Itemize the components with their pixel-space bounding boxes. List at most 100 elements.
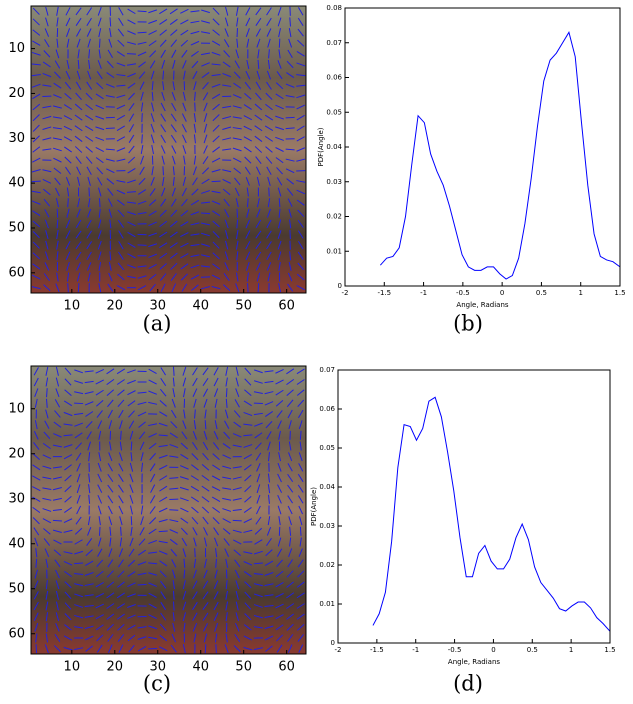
quiver-arrow [64,570,72,578]
quiver-arrow [170,198,177,207]
quiver-arrow [151,166,154,176]
quiver-arrow [107,198,113,207]
quiver-arrow [245,7,251,16]
quiver-arrow [117,389,125,396]
quiver-arrow [222,465,232,470]
quiver-arrow [54,633,61,643]
quiver-arrow [192,601,198,611]
quiver-arrow [149,517,157,525]
quiver-arrow [86,251,92,260]
quiver-arrow [213,367,219,376]
quiver-arrow [138,61,146,68]
quiver-arrow [35,548,38,558]
quiver-arrow [245,219,251,229]
quiver-arrow [45,612,49,622]
quiver-arrow [158,454,168,459]
quiver-arrow [109,526,112,536]
quiver-arrow [244,591,252,599]
quiver-arrow [245,17,251,27]
quiver-arrow [42,497,52,501]
quiver-arrow [201,485,210,492]
quiver-arrow [32,103,41,111]
quiver-arrow [296,180,306,183]
quiver-arrow [160,49,166,58]
quiver-arrow [137,41,147,45]
x-tick-label: 20 [107,660,124,675]
quiver-arrow [32,496,41,502]
quiver-arrow [182,134,187,144]
quiver-arrow [203,430,208,440]
quiver-arrow [286,613,295,620]
quiver-arrow [211,286,221,290]
quiver-arrow [127,82,136,89]
quiver-arrow [277,495,282,504]
quiver-arrow [267,473,271,483]
quiver-arrow [148,603,157,609]
quiver-arrow [233,157,242,163]
quiver-arrow [76,166,82,176]
quiver-arrow [116,147,126,152]
quiver-arrow [77,283,80,293]
quiver-arrow [42,518,52,524]
quiver-arrow [299,441,302,451]
quiver-arrow [117,209,125,217]
quiver-arrow [148,625,158,630]
quiver-arrow [107,283,114,292]
quiver-arrow [275,399,284,407]
y-tick-label: 10 [8,41,25,56]
quiver-arrow [182,366,187,376]
quiver-arrow [87,198,91,208]
quiver-arrow [107,484,114,493]
quiver-arrow [182,612,187,622]
quiver-arrow [42,105,52,109]
quiver-arrow [159,19,168,25]
quiver-arrow [190,475,200,481]
x-tick-label: 60 [278,299,295,314]
quiver-arrow [42,126,52,131]
quiver-arrow [243,423,253,426]
quiver-arrow [244,93,252,100]
quiver-arrow [201,286,211,290]
quiver-arrow [201,243,210,247]
quiver-arrow [52,509,62,511]
quiver-arrow [148,263,157,270]
quiver-arrow [44,420,50,429]
quiver-arrow [159,560,168,567]
quiver-arrow [98,516,101,526]
quiver-arrow [118,409,124,419]
quiver-arrow [84,583,94,587]
quiver-arrow [43,538,50,546]
quiver-arrow [193,113,197,123]
quiver-arrow [52,116,62,119]
quiver-arrow [223,198,230,207]
quiver-arrow [169,538,178,546]
quiver-arrow [257,59,260,69]
quiver-arrow [169,509,179,511]
quiver-arrow [192,580,198,589]
quiver-arrow [267,452,270,462]
quiver-arrow [96,71,103,80]
quiver-arrow [158,550,168,555]
quiver-arrow [108,420,113,430]
quiver-arrow [287,484,294,493]
quiver-arrow [169,432,178,439]
quiver-arrow [296,104,305,110]
quiver-arrow [211,157,221,163]
quiver-arrow [243,624,252,631]
quiver-arrow [297,399,305,408]
quiver-arrow [286,581,294,588]
quiver-arrow [64,389,72,396]
quiver-arrow [85,125,94,132]
quiver-arrow [95,379,104,385]
quiver-arrow [88,49,91,59]
quiver-arrow [158,422,168,427]
quiver-arrow [42,115,52,120]
quiver-arrow [236,251,239,261]
quiver-arrow [32,29,41,36]
quiver-arrow [159,231,168,238]
quiver-arrow [296,114,305,121]
quiver-arrow [96,410,103,418]
quiver-arrow [74,562,84,565]
quiver-arrow [53,157,62,163]
y-tick-label: 0.01 [326,247,342,255]
